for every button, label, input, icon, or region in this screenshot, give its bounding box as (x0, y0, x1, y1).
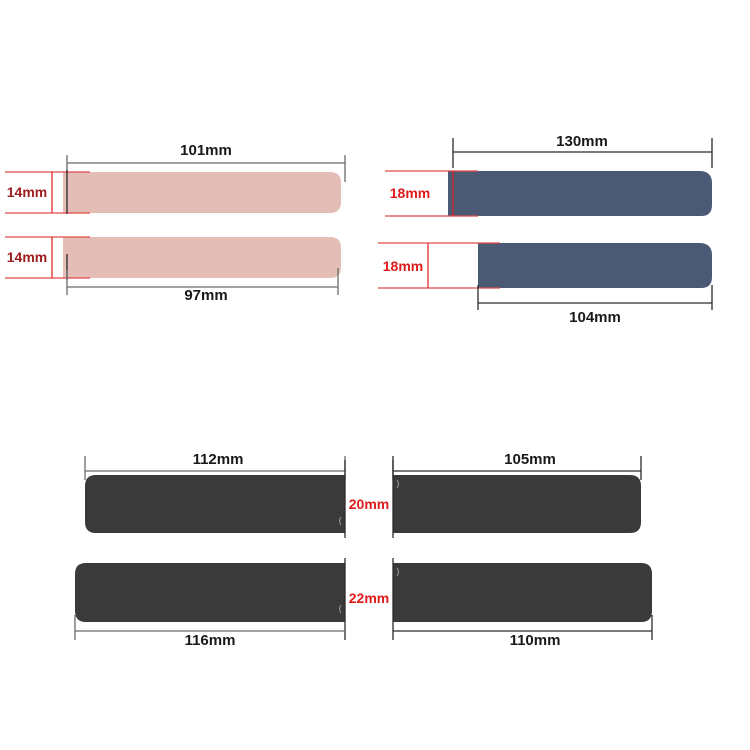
black-top-left-length-label: 112mm (193, 451, 244, 468)
pink-short-length-dimension: 97mm (66, 268, 339, 304)
navy-long-length-dimension: 130mm (452, 133, 713, 168)
pink-short-length-label: 97mm (184, 287, 227, 304)
navy-long-width-dimension: 18mm (385, 170, 478, 217)
black-watch-strap-panel: 112mm 105mm 20mm (74, 451, 653, 649)
black-bottom-lug-width-label: 22mm (349, 590, 389, 606)
pink-strap-long-body (63, 172, 341, 213)
navy-long-length-label: 130mm (556, 133, 608, 150)
black-top-right-length-label: 105mm (504, 451, 556, 468)
navy-strap-long-body (448, 171, 712, 216)
pink-strap-short-body (63, 237, 341, 278)
black-strap-20mm-left-body (85, 475, 345, 533)
pink-long-length-dimension: 101mm (66, 142, 346, 182)
black-strap-20mm-right-pin (396, 479, 399, 489)
black-bottom-left-length-dimension: 116mm (74, 615, 345, 649)
navy-strap-long-lug (448, 171, 478, 216)
pink-long-length-label: 101mm (180, 142, 232, 159)
navy-strap-short-lug (478, 243, 500, 288)
black-bottom-left-length-label: 116mm (185, 632, 236, 649)
navy-watch-strap-panel: 130mm 18mm 18mm (378, 133, 713, 326)
navy-short-length-dimension: 104mm (477, 285, 713, 326)
pink-watch-strap-panel: 101mm 14mm 14mm (5, 142, 346, 304)
black-top-lug-width-label: 20mm (349, 496, 389, 512)
black-strap-22mm-left-body (75, 563, 345, 622)
pink-long-width-label: 14mm (7, 184, 47, 200)
pink-short-width-label: 14mm (7, 249, 47, 265)
black-strap-22mm-left-pin (339, 604, 342, 614)
navy-short-width-dimension: 18mm (378, 242, 500, 289)
black-strap-22mm-right-pin (396, 567, 399, 577)
black-bottom-right-length-dimension: 110mm (393, 615, 653, 649)
black-strap-20mm-left-pin (339, 516, 342, 526)
navy-strap-short-body (478, 243, 712, 288)
black-bottom-right-length-label: 110mm (510, 632, 561, 649)
pink-long-width-dimension: 14mm (5, 170, 90, 214)
navy-short-width-label: 18mm (383, 258, 423, 274)
pink-short-width-dimension: 14mm (5, 236, 90, 280)
black-strap-20mm-right-body (393, 475, 641, 533)
navy-long-width-label: 18mm (390, 185, 430, 201)
navy-short-length-label: 104mm (569, 309, 621, 326)
black-strap-22mm-right-body (393, 563, 652, 622)
